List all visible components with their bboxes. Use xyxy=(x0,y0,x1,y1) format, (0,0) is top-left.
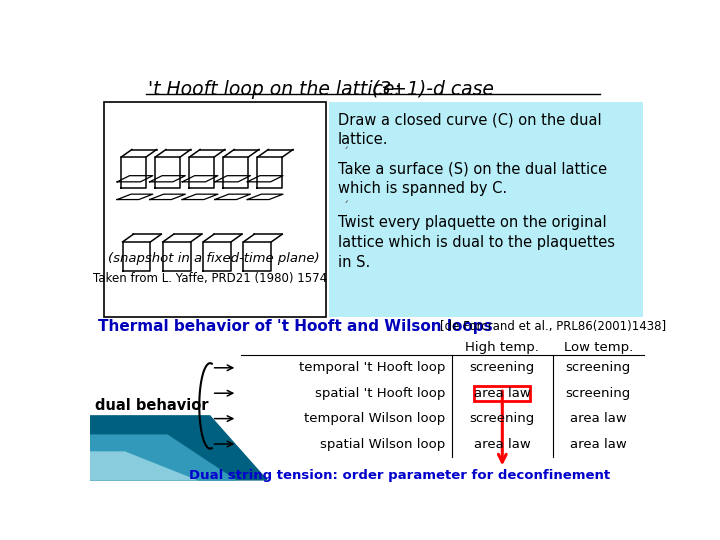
Text: area law: area law xyxy=(570,412,627,425)
Text: Take a surface (S) on the dual lattice
which is spanned by C.: Take a surface (S) on the dual lattice w… xyxy=(338,161,607,196)
Text: area law: area law xyxy=(474,387,531,400)
Text: Twist every plaquette on the original
lattice which is dual to the plaquettes
in: Twist every plaquette on the original la… xyxy=(338,215,615,269)
Polygon shape xyxy=(90,415,269,481)
Text: screening: screening xyxy=(566,387,631,400)
Text: (snapshot in a fixed-time plane): (snapshot in a fixed-time plane) xyxy=(108,252,320,265)
Polygon shape xyxy=(90,434,238,481)
Text: screening: screening xyxy=(469,361,535,374)
Text: [de Forcrand et al., PRL86(2001)1438]: [de Forcrand et al., PRL86(2001)1438] xyxy=(441,320,667,333)
Text: ˊ: ˊ xyxy=(343,147,349,160)
Bar xyxy=(104,102,326,318)
Text: dual behavior: dual behavior xyxy=(95,399,209,414)
Text: Draw a closed curve (C) on the dual
lattice.: Draw a closed curve (C) on the dual latt… xyxy=(338,112,602,147)
Bar xyxy=(474,386,530,401)
Text: screening: screening xyxy=(469,412,535,425)
Text: ˊ: ˊ xyxy=(343,201,349,214)
Polygon shape xyxy=(90,451,199,481)
Text: area law: area law xyxy=(570,437,627,450)
Text: Taken from L. Yaffe, PRD21 (1980) 1574: Taken from L. Yaffe, PRD21 (1980) 1574 xyxy=(93,272,327,285)
Bar xyxy=(329,102,642,318)
Text: Low temp.: Low temp. xyxy=(564,341,633,354)
Text: area law: area law xyxy=(474,437,531,450)
Text: spatial 't Hooft loop: spatial 't Hooft loop xyxy=(315,387,446,400)
Text: (3+1)-d case: (3+1)-d case xyxy=(354,80,493,99)
Text: Thermal behavior of 't Hooft and Wilson loops: Thermal behavior of 't Hooft and Wilson … xyxy=(98,319,492,334)
Text: High temp.: High temp. xyxy=(465,341,539,354)
Text: temporal 't Hooft loop: temporal 't Hooft loop xyxy=(300,361,446,374)
Text: 't Hooft loop on the lattice:: 't Hooft loop on the lattice: xyxy=(148,80,401,99)
Text: temporal Wilson loop: temporal Wilson loop xyxy=(305,412,446,425)
Text: screening: screening xyxy=(566,361,631,374)
Text: Dual string tension: order parameter for deconfinement: Dual string tension: order parameter for… xyxy=(189,469,611,482)
Text: spatial Wilson loop: spatial Wilson loop xyxy=(320,437,446,450)
